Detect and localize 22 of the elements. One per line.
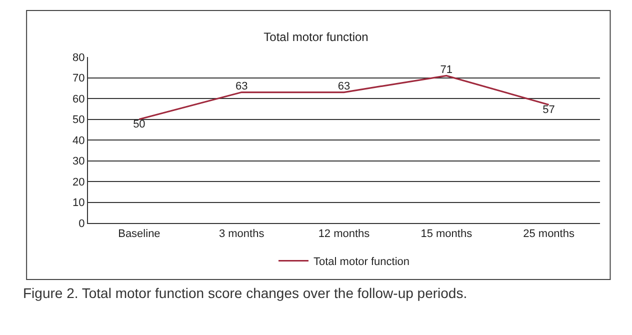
y-tick-label: 60 [72,93,85,106]
y-tick-label: 30 [72,156,85,168]
x-tick-label: Baseline [118,228,160,240]
y-tick-label: 50 [72,114,85,126]
x-tick-label: 12 months [318,228,370,240]
x-tick-label: 25 months [523,228,575,240]
y-tick-label: 20 [72,176,85,188]
data-label: 63 [235,80,248,93]
data-label: 63 [338,80,350,93]
data-label: 71 [440,64,453,76]
y-tick-label: 10 [72,197,85,210]
legend-label: Total motor function [314,256,410,268]
data-label: 57 [542,104,555,116]
y-tick-label: 0 [78,218,85,230]
y-tick-label: 70 [72,72,85,85]
chart-title: Total motor function [264,30,368,44]
y-tick-label: 80 [72,52,85,64]
y-tick-label: 40 [72,134,85,147]
x-tick-label: 15 months [420,228,473,240]
caption: Figure 2. Total motor function score changes over the follow-up periods. [23,285,468,301]
data-label: 50 [133,118,146,130]
x-tick-label: 3 months [218,228,265,240]
